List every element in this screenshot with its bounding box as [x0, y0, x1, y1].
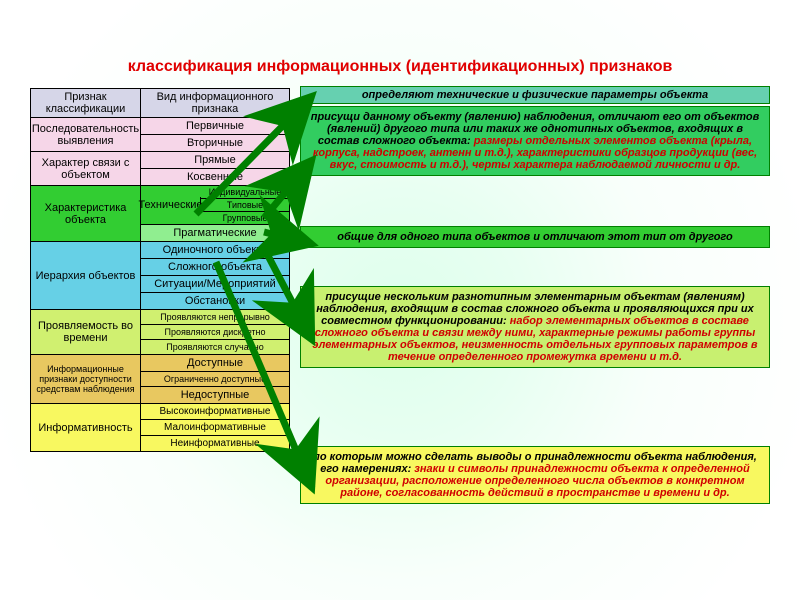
r4-sub: Одиночного объекта: [141, 242, 289, 259]
r6-sub: Недоступные: [141, 387, 289, 403]
main-title: классификация информационных (идентифика…: [0, 58, 800, 76]
table-row: Последовательность выявления Первичные В…: [31, 118, 289, 152]
r4-sub: Сложного объекта: [141, 259, 289, 276]
r3-mini: Типовые: [201, 199, 289, 212]
r6-label: Информационные признаки доступности сред…: [31, 355, 141, 403]
desc-box-1: определяют технические и физические пара…: [300, 86, 770, 104]
desc-box-2: присущи данному объекту (явлению) наблюд…: [300, 106, 770, 176]
r1-sub: Вторичные: [141, 135, 289, 151]
r4-sub: Ситуации/Мероприятий: [141, 276, 289, 293]
r3-split: Технические Индивидуальные Типовые Групп…: [141, 186, 289, 225]
r7-sub: Высокоинформативные: [141, 404, 289, 420]
table-row: Характеристика объекта Технические Индив…: [31, 186, 289, 242]
r2-sub: Косвенные: [141, 169, 289, 185]
r3-split-label: Технические: [141, 197, 201, 213]
box-text: определяют технические и физические пара…: [362, 89, 708, 101]
r2-label: Характер связи с объектом: [31, 152, 141, 185]
r2-sub: Прямые: [141, 152, 289, 169]
table-row: Проявляемость во времени Проявляются неп…: [31, 310, 289, 355]
r3-mini: Индивидуальные: [201, 186, 289, 199]
r7-label: Информативность: [31, 404, 141, 451]
box-text: общие для одного типа объектов и отличаю…: [337, 231, 733, 243]
r5-sub: Проявляются непрерывно: [141, 310, 289, 325]
r3-mini: Групповые: [201, 212, 289, 224]
desc-box-4: присущие нескольким разнотипным элемента…: [300, 286, 770, 368]
header-c1: Признак классификации: [31, 89, 141, 117]
table-header-row: Признак классификации Вид информационног…: [31, 89, 289, 118]
desc-box-3: общие для одного типа объектов и отличаю…: [300, 226, 770, 248]
r7-sub: Малоинформативные: [141, 420, 289, 436]
r4-label: Иерархия объектов: [31, 242, 141, 309]
table-row: Иерархия объектов Одиночного объекта Сло…: [31, 242, 289, 310]
table-row: Информационные признаки доступности сред…: [31, 355, 289, 404]
header-c2: Вид информационного признака: [141, 89, 289, 117]
r1-label: Последовательность выявления: [31, 118, 141, 151]
classification-table: Признак классификации Вид информационног…: [30, 88, 290, 452]
r6-sub: Ограниченно доступные: [141, 372, 289, 387]
r3-label: Характеристика объекта: [31, 186, 141, 241]
r4-sub: Обстановки: [141, 293, 289, 309]
r5-sub: Проявляются дискретно: [141, 325, 289, 340]
table-row: Информативность Высокоинформативные Мало…: [31, 404, 289, 451]
r1-sub: Первичные: [141, 118, 289, 135]
desc-box-5: по которым можно сделать выводы о принад…: [300, 446, 770, 504]
r6-sub: Доступные: [141, 355, 289, 372]
r5-sub: Проявляются случайно: [141, 340, 289, 354]
r3-extra: Прагматические: [141, 225, 289, 241]
r5-label: Проявляемость во времени: [31, 310, 141, 354]
r7-sub: Неинформативные: [141, 436, 289, 451]
table-row: Характер связи с объектом Прямые Косвенн…: [31, 152, 289, 186]
